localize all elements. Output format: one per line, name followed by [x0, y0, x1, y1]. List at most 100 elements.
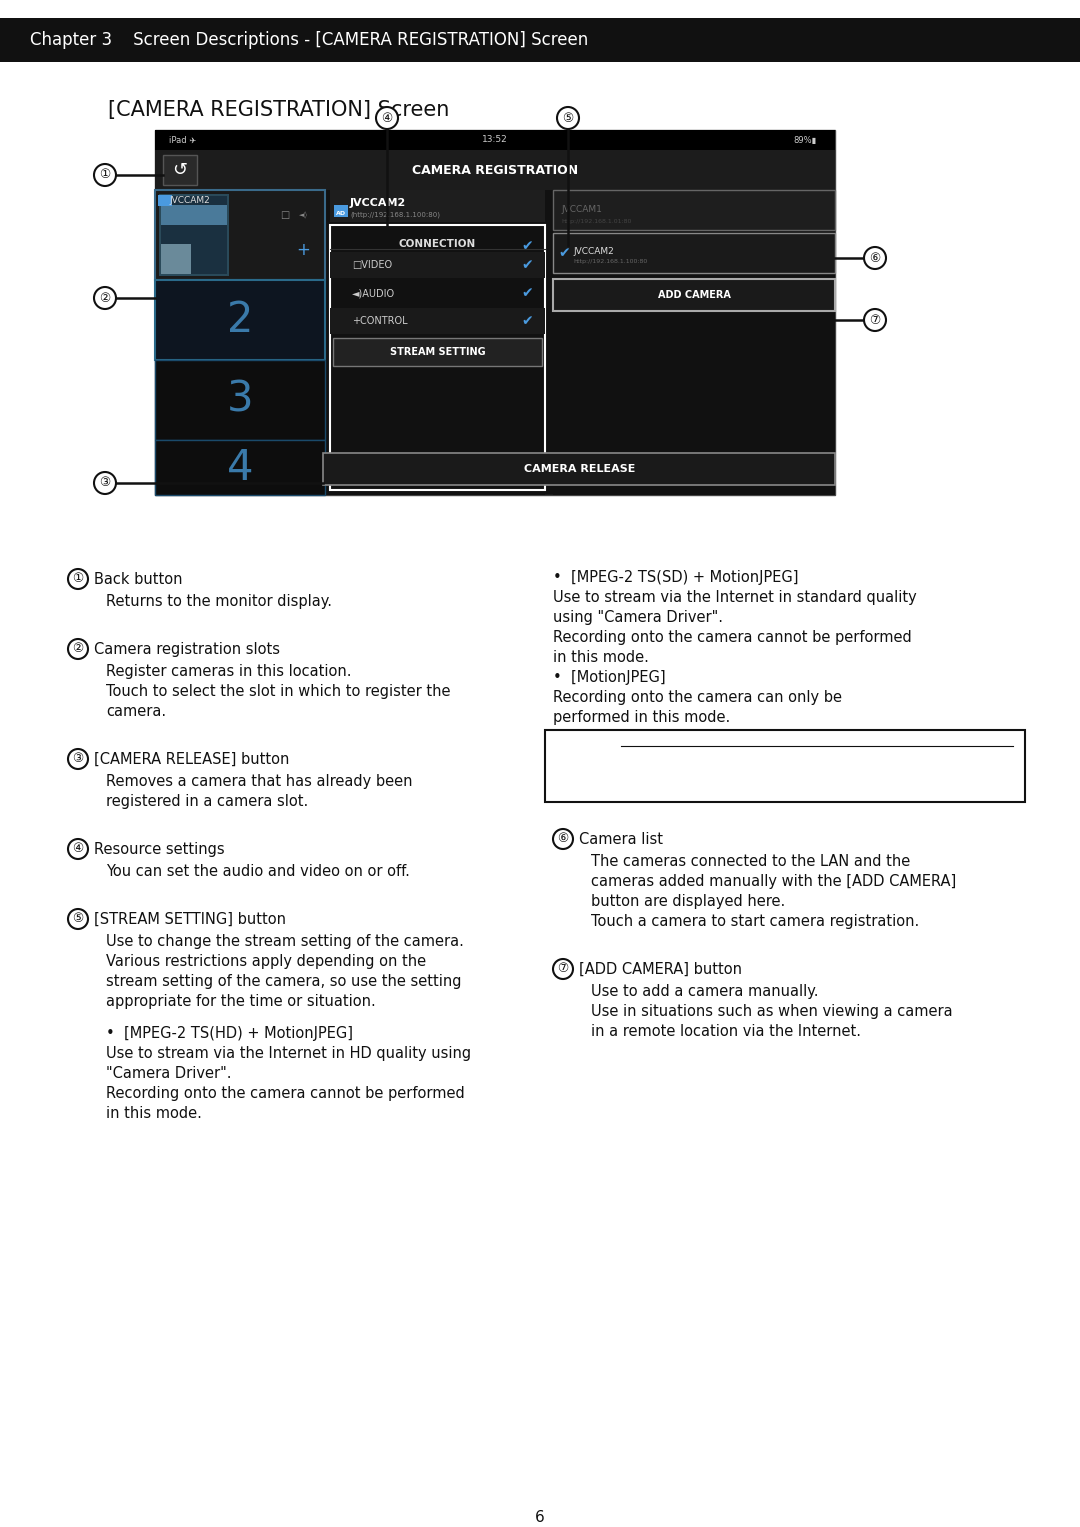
Text: ③: ③ [99, 476, 110, 490]
Text: Removes a camera that has already been: Removes a camera that has already been [106, 774, 413, 789]
Bar [323, 454, 835, 486]
Text: 13:52: 13:52 [482, 136, 508, 145]
Text: ◄)AUDIO: ◄)AUDIO [352, 289, 395, 298]
Text: Touch a camera to start camera registration.: Touch a camera to start camera registrat… [591, 915, 919, 928]
Bar [156, 360, 325, 440]
Text: Use to stream via the Internet in standard quality: Use to stream via the Internet in standa… [553, 589, 917, 605]
Text: http://192.168.1.100:80: http://192.168.1.100:80 [573, 260, 647, 264]
Text: ✔: ✔ [522, 258, 532, 272]
Text: button are displayed here.: button are displayed here. [591, 893, 785, 909]
Text: JVCCAM2: JVCCAM2 [168, 195, 210, 205]
Bar [161, 205, 227, 224]
Text: Various restrictions apply depending on the: Various restrictions apply depending on … [106, 954, 427, 970]
Text: ◄◊: ◄◊ [298, 211, 308, 218]
Circle shape [94, 472, 116, 495]
Bar [156, 150, 835, 189]
Bar [161, 244, 191, 273]
Text: ④: ④ [381, 111, 393, 125]
Text: ⑦: ⑦ [869, 313, 880, 327]
Bar [553, 189, 835, 231]
Text: ⑦: ⑦ [557, 962, 569, 976]
Text: Use in situations such as when viewing a camera: Use in situations such as when viewing a… [591, 1003, 953, 1019]
Bar [330, 252, 545, 278]
Bar [156, 189, 325, 279]
Circle shape [864, 247, 886, 269]
Bar [156, 130, 835, 495]
Text: [ADD CAMERA] button: [ADD CAMERA] button [579, 962, 742, 977]
Text: •  [MPEG-2 TS(SD) + MotionJPEG]: • [MPEG-2 TS(SD) + MotionJPEG] [553, 570, 798, 585]
Text: camera.: camera. [106, 704, 166, 719]
Circle shape [557, 107, 579, 128]
Text: [STREAM SETTING] button: [STREAM SETTING] button [94, 912, 286, 927]
Text: ①: ① [99, 168, 110, 182]
Text: Chapter 3    Screen Descriptions - [CAMERA REGISTRATION] Screen: Chapter 3 Screen Descriptions - [CAMERA … [30, 31, 589, 49]
Text: AD: AD [159, 195, 172, 205]
Text: registered in a camera slot.: registered in a camera slot. [106, 794, 308, 809]
Text: Use to add a camera manually.: Use to add a camera manually. [591, 983, 819, 999]
Text: CAMERA RELEASE: CAMERA RELEASE [524, 464, 636, 473]
Text: Returns to the monitor display.: Returns to the monitor display. [106, 594, 332, 609]
Bar [553, 279, 835, 312]
Bar [156, 279, 325, 360]
Text: connected to the camera via the Internet.: connected to the camera via the Internet… [557, 768, 864, 783]
Text: 89%▮: 89%▮ [794, 136, 816, 145]
Text: Use to stream via the Internet in HD quality using: Use to stream via the Internet in HD qua… [106, 1046, 471, 1061]
Bar [156, 189, 325, 495]
Bar [156, 130, 835, 150]
Text: ADD CAMERA: ADD CAMERA [658, 290, 730, 299]
Text: in this mode.: in this mode. [553, 651, 649, 664]
Text: ⑤: ⑤ [72, 913, 83, 925]
Text: The cameras connected to the LAN and the: The cameras connected to the LAN and the [591, 854, 910, 869]
Text: Camera registration slots: Camera registration slots [94, 641, 280, 657]
Text: Back button: Back button [94, 573, 183, 586]
Text: Recording onto the camera cannot be performed: Recording onto the camera cannot be perf… [106, 1086, 464, 1101]
Bar [545, 730, 1025, 802]
Bar [333, 337, 542, 366]
Circle shape [68, 838, 87, 860]
Text: •  [MotionJPEG]: • [MotionJPEG] [553, 670, 665, 686]
Text: □VIDEO: □VIDEO [352, 260, 392, 270]
Bar [330, 224, 545, 490]
Bar [156, 440, 325, 495]
Text: □: □ [281, 211, 289, 220]
Text: Camera list: Camera list [579, 832, 663, 847]
Circle shape [68, 570, 87, 589]
Text: 4: 4 [227, 446, 253, 489]
Bar [0, 18, 1080, 63]
Text: ⑤: ⑤ [563, 111, 573, 125]
Bar [161, 195, 227, 273]
Text: CONNECTION: CONNECTION [399, 240, 476, 249]
Text: ✔: ✔ [558, 246, 569, 260]
Text: [CAMERA REGISTRATION] Screen: [CAMERA REGISTRATION] Screen [108, 99, 449, 121]
Text: Touch to select the slot in which to register the: Touch to select the slot in which to reg… [106, 684, 450, 699]
Text: CAMERA REGISTRATION: CAMERA REGISTRATION [411, 163, 578, 177]
Circle shape [94, 287, 116, 308]
Text: (http://192.168.1.100:80): (http://192.168.1.100:80) [350, 212, 440, 218]
Text: ✔: ✔ [522, 315, 532, 328]
Bar [553, 234, 835, 273]
Text: The stream setting cannot be configured when: The stream setting cannot be configured … [557, 748, 901, 764]
Text: 3: 3 [227, 379, 254, 421]
Text: •  [MPEG-2 TS(HD) + MotionJPEG]: • [MPEG-2 TS(HD) + MotionJPEG] [106, 1026, 353, 1041]
Text: Resource settings: Resource settings [94, 841, 225, 857]
Circle shape [553, 829, 573, 849]
Text: 6: 6 [535, 1510, 545, 1525]
Text: You can set the audio and video on or off.: You can set the audio and video on or of… [106, 864, 410, 880]
Circle shape [376, 107, 399, 128]
Bar [159, 194, 229, 276]
Text: "Camera Driver".: "Camera Driver". [106, 1066, 231, 1081]
Bar [330, 308, 545, 334]
Text: 2: 2 [227, 299, 253, 341]
Text: ⑥: ⑥ [869, 252, 880, 264]
Bar [330, 189, 545, 221]
Text: STREAM SETTING: STREAM SETTING [390, 347, 485, 357]
Text: [Caution]: [Caution] [553, 734, 621, 750]
Text: ✔: ✔ [522, 240, 532, 253]
Text: ①: ① [72, 573, 83, 585]
Bar [553, 189, 835, 495]
Circle shape [68, 750, 87, 770]
Text: appropriate for the time or situation.: appropriate for the time or situation. [106, 994, 376, 1009]
Text: ②: ② [99, 292, 110, 304]
Text: Use to change the stream setting of the camera.: Use to change the stream setting of the … [106, 935, 464, 948]
Text: ②: ② [72, 643, 83, 655]
